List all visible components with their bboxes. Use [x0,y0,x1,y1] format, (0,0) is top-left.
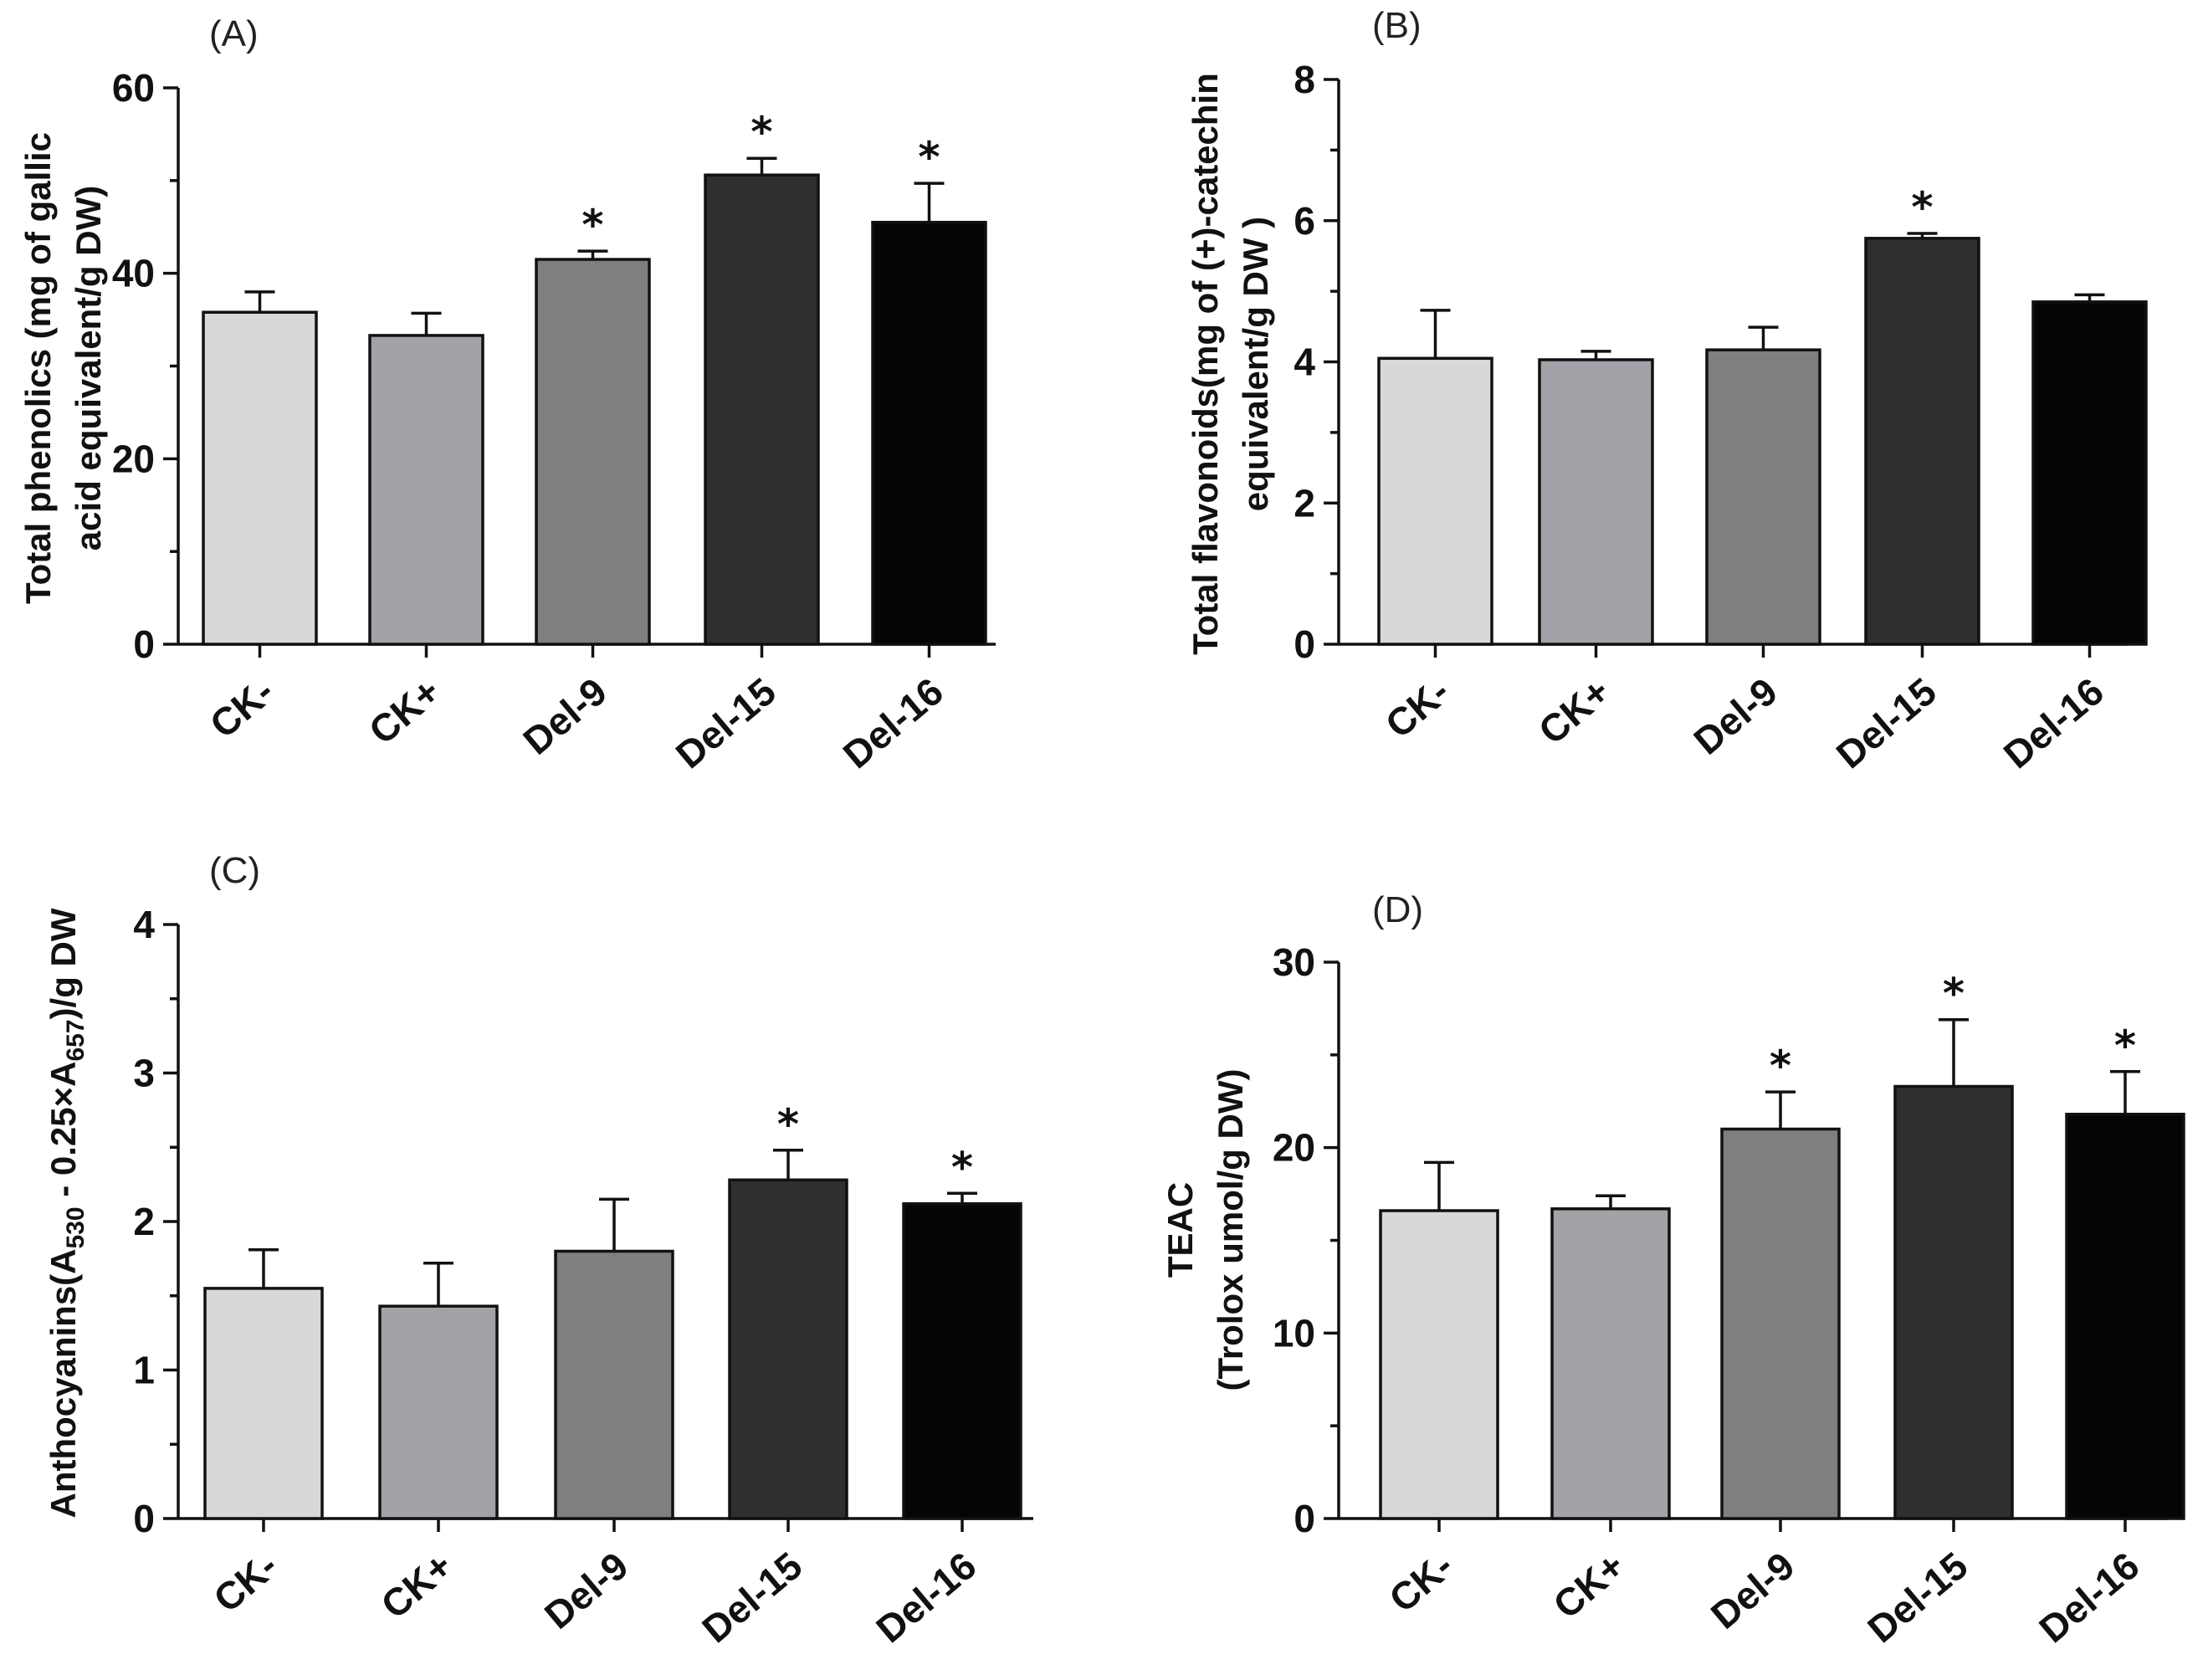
bar-ck-plus [1550,1207,1671,1520]
x-tick-label: Del-15 [1828,669,1944,777]
y-axis-title-part: )/g DW [44,908,83,1019]
y-axis-title: Total flavonoids(mg of (+)-catechin [1186,73,1225,655]
significance-marker: * [777,1100,799,1149]
bar-del-15 [704,173,820,646]
y-axis-title: acid equivalent/g DW) [69,186,108,551]
x-tick-label: CK+ [373,1544,461,1627]
bar-ck-minus [1377,356,1493,646]
x-tick-label: Del-15 [668,669,784,777]
y-tick-label: 1 [133,1349,155,1392]
y-tick-label: 0 [1294,622,1315,666]
y-axis-title: TEAC [1160,1182,1200,1278]
y-axis-title-part: 657 [62,1019,90,1061]
panel-c: (C) 0 1 2 3 4 CK- CK+ Del-9 * Del-15 * Del-16 Anthocy… [44,850,1033,1651]
bar-ck-plus [1538,358,1654,646]
y-tick-label: 30 [1273,940,1315,984]
y-tick-label: 2 [133,1200,155,1243]
y-axis-title: equivalent/g DW ) [1236,217,1275,511]
significance-marker: * [951,1143,973,1191]
significance-marker: * [751,108,772,156]
x-tick-label: CK- [1377,669,1457,746]
x-tick-label: Del-16 [2031,1544,2147,1652]
bar-ck-minus [1379,1209,1499,1520]
panel-b: (B) 0 2 4 6 8 CK- CK+ Del-9 * Del-15 Del-16 Total fl… [1186,5,2148,777]
x-tick-label: Del-16 [1995,669,2112,777]
y-tick-label: 0 [133,622,155,666]
y-axis-title-part: 530 [62,1206,90,1248]
x-tick-label: Del-9 [1703,1544,1803,1637]
x-tick-label: Del-15 [1859,1544,1975,1652]
panel-label: (D) [1372,889,1423,930]
y-axis-title: Anthocyanins(A530 - 0.25×A657)/g DW [44,908,90,1518]
y-axis-title-part: Anthocyanins(A [44,1249,83,1519]
y-tick-label: 4 [133,903,155,946]
bar-del-9 [535,258,651,646]
x-tick-label: Del-9 [515,669,615,763]
x-tick-label: Del-9 [536,1544,637,1637]
x-tick-label: CK- [202,669,282,746]
y-tick-label: 0 [1294,1497,1315,1540]
bar-del-16 [2065,1113,2185,1520]
panel-label: (B) [1372,5,1422,46]
y-tick-label: 10 [1273,1311,1315,1355]
x-tick-label: CK- [205,1544,285,1621]
panel-label: (C) [209,850,260,891]
y-tick-label: 60 [112,66,155,110]
bar-del-15 [1864,237,1980,646]
y-tick-label: 0 [133,1497,155,1540]
panel-a: (A) 0 20 40 60 CK- CK+ * Del-9 * Del-15 * Del-16 Tota… [18,13,996,776]
y-tick-label: 8 [1294,58,1315,101]
bar-ck-plus [368,334,484,646]
panel-d: (D) 0 10 20 30 CK- CK+ * Del-9 * Del-15 * Del-16 TEAC… [1160,889,2185,1652]
bar-del-9 [1705,348,1821,646]
y-axis-title-part: - 0.25×A [44,1062,83,1207]
bar-del-9 [1720,1127,1841,1520]
x-tick-label: Del-15 [694,1544,810,1652]
significance-marker: * [2114,1022,2136,1070]
x-tick-label: Del-9 [1685,669,1785,763]
bar-del-16 [871,220,987,646]
significance-marker: * [1943,970,1965,1018]
bar-del-15 [1893,1084,2014,1520]
y-tick-label: 3 [133,1052,155,1095]
x-tick-label: Del-16 [868,1544,984,1652]
y-tick-label: 20 [1273,1126,1315,1170]
y-tick-label: 20 [112,437,155,480]
bar-ck-minus [202,310,318,646]
x-tick-label: CK+ [1530,669,1618,753]
y-tick-label: 40 [112,252,155,295]
bar-ck-minus [203,1287,324,1520]
y-axis-title: (Trolox umol/g DW) [1211,1069,1250,1391]
panel-label: (A) [209,13,259,54]
significance-marker: * [918,133,940,182]
bar-del-9 [554,1249,674,1520]
bar-del-15 [728,1178,848,1520]
significance-marker: * [1770,1042,1791,1090]
significance-marker: * [581,201,603,249]
y-tick-label: 2 [1294,481,1315,525]
x-tick-label: Del-16 [835,669,951,777]
bar-del-16 [2031,300,2148,646]
y-tick-label: 4 [1294,341,1315,384]
y-axis-title: Total phenolics (mg of gallic [18,132,58,604]
x-tick-label: CK- [1381,1544,1461,1621]
y-tick-label: 6 [1294,199,1315,243]
bar-del-16 [902,1201,1022,1520]
bar-ck-plus [378,1304,499,1520]
x-tick-label: CK+ [361,669,448,753]
x-tick-label: CK+ [1545,1544,1633,1627]
significance-marker: * [1911,183,1933,232]
